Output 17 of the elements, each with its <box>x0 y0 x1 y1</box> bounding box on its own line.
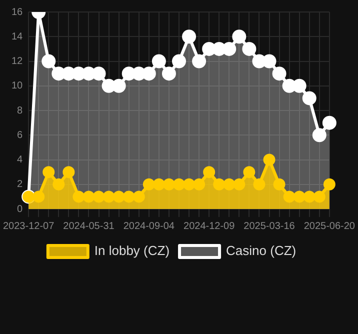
y-tick-label: 0 <box>17 204 24 215</box>
y-tick-label: 6 <box>17 130 24 141</box>
y-tick-label: 10 <box>11 80 24 92</box>
legend-label: In lobby (CZ) <box>94 243 170 258</box>
y-tick-label: 4 <box>17 154 24 166</box>
legend-label: Casino (CZ) <box>226 243 296 258</box>
x-tick-label: 2024-05-31 <box>63 220 115 232</box>
x-tick-label: 2025-06-20 <box>304 220 356 232</box>
y-tick-label: 16 <box>11 6 24 18</box>
x-tick-label: 2023-12-07 <box>3 220 55 232</box>
x-tick-label: 2025-03-16 <box>244 220 296 232</box>
y-tick-label: 12 <box>11 56 24 67</box>
y-tick-label: 8 <box>17 105 24 116</box>
x-tick-label: 2024-09-04 <box>123 220 175 232</box>
y-tick-label: 14 <box>11 31 24 42</box>
y-tick-label: 2 <box>17 179 24 190</box>
x-tick-label: 2024-12-09 <box>184 220 236 232</box>
